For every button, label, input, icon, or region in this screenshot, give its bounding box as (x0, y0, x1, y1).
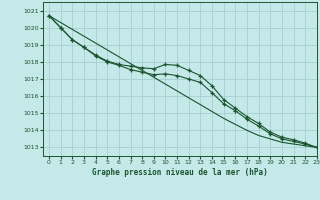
X-axis label: Graphe pression niveau de la mer (hPa): Graphe pression niveau de la mer (hPa) (92, 168, 268, 177)
